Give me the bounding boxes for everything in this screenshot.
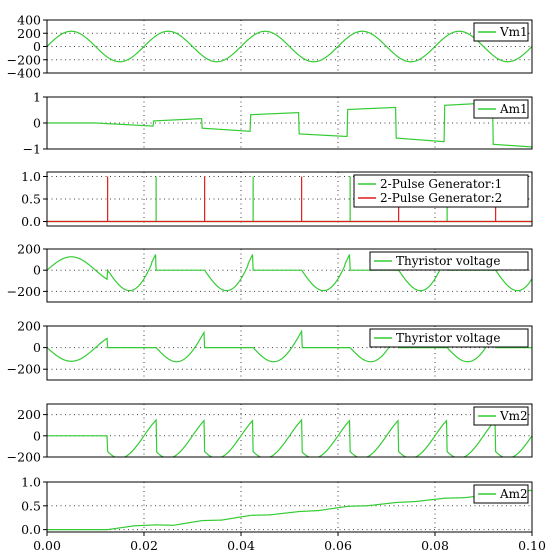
y-tick-label: 200: [17, 26, 41, 41]
axes-frame: [46, 481, 533, 533]
legend: Vm1: [473, 22, 529, 42]
legend: Am1: [473, 99, 529, 119]
grid: [47, 404, 532, 457]
series-line-1: [47, 418, 532, 457]
y-tick-label: 0: [33, 263, 41, 278]
x-tick-label: 0.06: [324, 538, 352, 553]
legend-label: 2-Pulse Generator:1: [380, 177, 502, 191]
chart-panel-7: 1.0 0.5 0.0 Am2: [21, 475, 533, 537]
y-tick-label: 0.0: [21, 214, 41, 229]
y-tick-label: 200: [17, 242, 41, 257]
legend-label: 2-Pulse Generator:2: [380, 191, 502, 205]
legend-label: Thyristor voltage: [396, 331, 500, 345]
legend-label: Am2: [499, 487, 528, 501]
y-tick-label: 0: [33, 116, 41, 131]
legend: Thyristor voltage: [369, 251, 529, 271]
series-line-1: [47, 102, 532, 148]
chart-panel-2: 1 0 −1 Am1: [23, 90, 533, 157]
y-tick-label: −200: [7, 52, 41, 67]
series-line-1: [47, 489, 532, 531]
x-tick-label: 0.04: [227, 538, 255, 553]
y-tick-label: 1: [33, 90, 41, 105]
chart-panel-3: 1.0 0.5 0.0 2-Pulse Generator:12-Pulse Gene…: [21, 169, 533, 229]
legend-label: Vm2: [499, 409, 528, 423]
legend: Thyristor voltage: [369, 328, 529, 348]
y-tick-label: 0: [33, 428, 41, 443]
legend-label: Vm1: [499, 25, 528, 39]
y-tick-label: 0.5: [21, 498, 41, 513]
y-tick-label: 1.0: [21, 475, 41, 490]
legend-label: Am1: [499, 102, 528, 116]
x-tick-label: 0.10: [518, 538, 546, 553]
series-line-1: [47, 329, 532, 363]
legend: 2-Pulse Generator:12-Pulse Generator:2: [353, 174, 529, 208]
axes-frame: [46, 325, 533, 381]
grid: [47, 482, 532, 532]
y-tick-label: 200: [17, 407, 41, 422]
y-tick-label: −400: [7, 66, 41, 81]
legend: Am2: [473, 484, 529, 504]
axes-frame: [46, 248, 533, 303]
axes-frame: [46, 403, 533, 458]
y-tick-label: −200: [7, 362, 41, 377]
legend-label: Thyristor voltage: [396, 254, 500, 268]
x-axis: 0.00 0.02 0.04 0.06 0.08 0.10: [33, 532, 546, 553]
x-tick-label: 0.00: [33, 538, 61, 553]
x-tick-label: 0.02: [130, 538, 158, 553]
y-tick-label: 200: [17, 319, 41, 334]
y-tick-label: 0: [33, 340, 41, 355]
legend: Vm2: [473, 406, 529, 426]
y-tick-label: 0.0: [21, 522, 41, 537]
y-tick-label: 400: [17, 13, 41, 28]
y-tick-label: 0.5: [21, 192, 41, 207]
y-tick-label: 1.0: [21, 169, 41, 184]
series-line-1: [47, 30, 532, 63]
y-tick-label: −1: [23, 142, 41, 157]
chart-panel-5: 200 0 −200 Thyristor voltage: [7, 319, 533, 381]
y-tick-label: −200: [7, 450, 41, 465]
chart-panel-6: 200 0 −200 Vm2: [7, 403, 533, 465]
chart-panel-4: 200 0 −200 Thyristor voltage: [7, 242, 533, 303]
y-tick-label: 0: [33, 39, 41, 54]
y-tick-label: −200: [7, 284, 41, 299]
x-tick-label: 0.08: [421, 538, 449, 553]
